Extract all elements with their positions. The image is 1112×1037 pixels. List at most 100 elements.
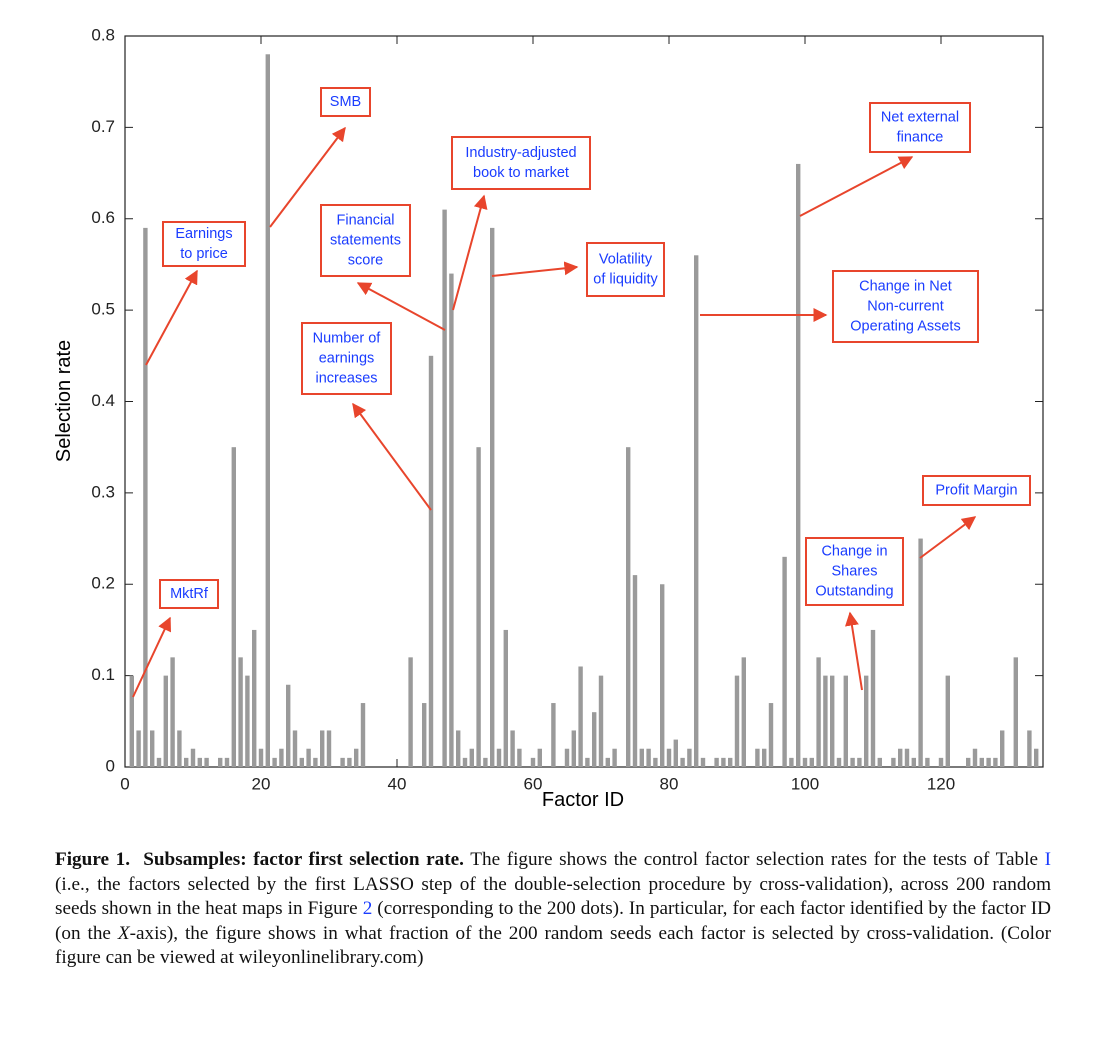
annotation-text: SMB [330,94,361,110]
bar [993,757,998,767]
bar [1000,730,1005,767]
annotation-text: statements [330,232,401,248]
bar [537,748,542,767]
annotation-arrow [919,516,977,559]
bar [517,748,522,767]
bar [911,757,916,767]
caption-italic: X [117,922,130,944]
y-tick-label: 0.4 [91,391,115,410]
bar [272,757,277,767]
annotation-text: Change in Net [859,278,952,294]
bar [245,675,250,767]
y-tick-label: 0.2 [91,574,115,593]
annotation-arrow [132,616,171,698]
bar [802,757,808,767]
bar [313,757,318,767]
bar [687,748,692,767]
annotation-text: Number of [313,330,382,346]
bar [898,748,903,767]
bar [292,730,298,767]
bar [422,703,427,767]
annotation-box [832,270,979,343]
table-ref[interactable]: I [1044,849,1051,870]
bar [891,757,896,767]
bar [129,675,134,767]
bar [204,757,209,767]
annotation-arrow [269,126,346,228]
x-tick-label: 0 [120,774,129,793]
caption-text: (i.e., the factors selected by the first… [55,873,1051,920]
bar [816,657,821,767]
annotation-text: Industry-adjusted [465,145,576,161]
y-tick-label: 0.8 [91,25,115,44]
y-tick-label: 0.6 [91,208,115,227]
bar [571,730,576,767]
bar [632,575,638,767]
annotation-text: MktRf [170,586,209,602]
bar [796,163,801,768]
bar [598,675,604,767]
bar [218,757,223,767]
bar [231,447,236,767]
annotation-arrow [352,402,432,511]
bar [660,584,665,767]
bar [870,629,876,767]
bar [347,757,352,767]
bar [700,757,706,767]
annotation-arrow [356,282,446,331]
bar [578,666,583,767]
bar [163,675,168,767]
annotation-box [320,204,411,277]
annotation-text: Financial [336,212,394,228]
bar [850,757,855,767]
x-tick-label: 60 [524,774,543,793]
bar [666,748,672,767]
caption-text: (corresponding to the 200 dots). In part… [55,898,1051,944]
annotation-text: score [348,252,383,268]
bar [612,748,617,767]
y-tick-label: 0.1 [91,665,115,684]
bar [653,757,658,767]
bar [646,748,651,767]
annotation-box [922,475,1031,506]
annotation-box [162,221,246,267]
bar [945,675,950,767]
bar [938,757,944,767]
bar [673,739,678,767]
annotation-text: earnings [319,350,375,366]
bar [143,227,148,767]
annotation-box [301,322,392,395]
annotation-box [159,579,219,609]
bar [177,730,182,767]
bar [286,684,291,767]
x-tick-label: 40 [388,774,407,793]
bar [768,703,774,767]
bar [170,657,175,767]
bar [639,748,644,767]
bar [252,629,257,767]
annotation-arrow [491,261,579,277]
bar [864,675,869,767]
bar [150,730,155,767]
annotation-text: Non-current [867,298,944,314]
annotation-text: Outstanding [815,583,893,599]
bar [830,675,835,767]
chart: Factor ID Selection rate 0 0.1 0.2 0.3 0.4 0.… [53,25,1044,811]
annotation-box [805,537,904,606]
bar [136,730,141,767]
bar [836,757,842,767]
annotation-box [869,102,971,153]
annotation-arrow [799,156,914,217]
bar [456,730,461,767]
bar [1034,748,1039,767]
bar [585,757,590,767]
bar [354,748,359,767]
bar [782,556,787,767]
bar [734,675,740,767]
annotation-box [320,87,371,117]
figure-ref[interactable]: 2 [362,898,373,919]
bar [503,629,508,767]
annotation-text: Volatility [599,251,653,267]
bar [449,273,454,767]
